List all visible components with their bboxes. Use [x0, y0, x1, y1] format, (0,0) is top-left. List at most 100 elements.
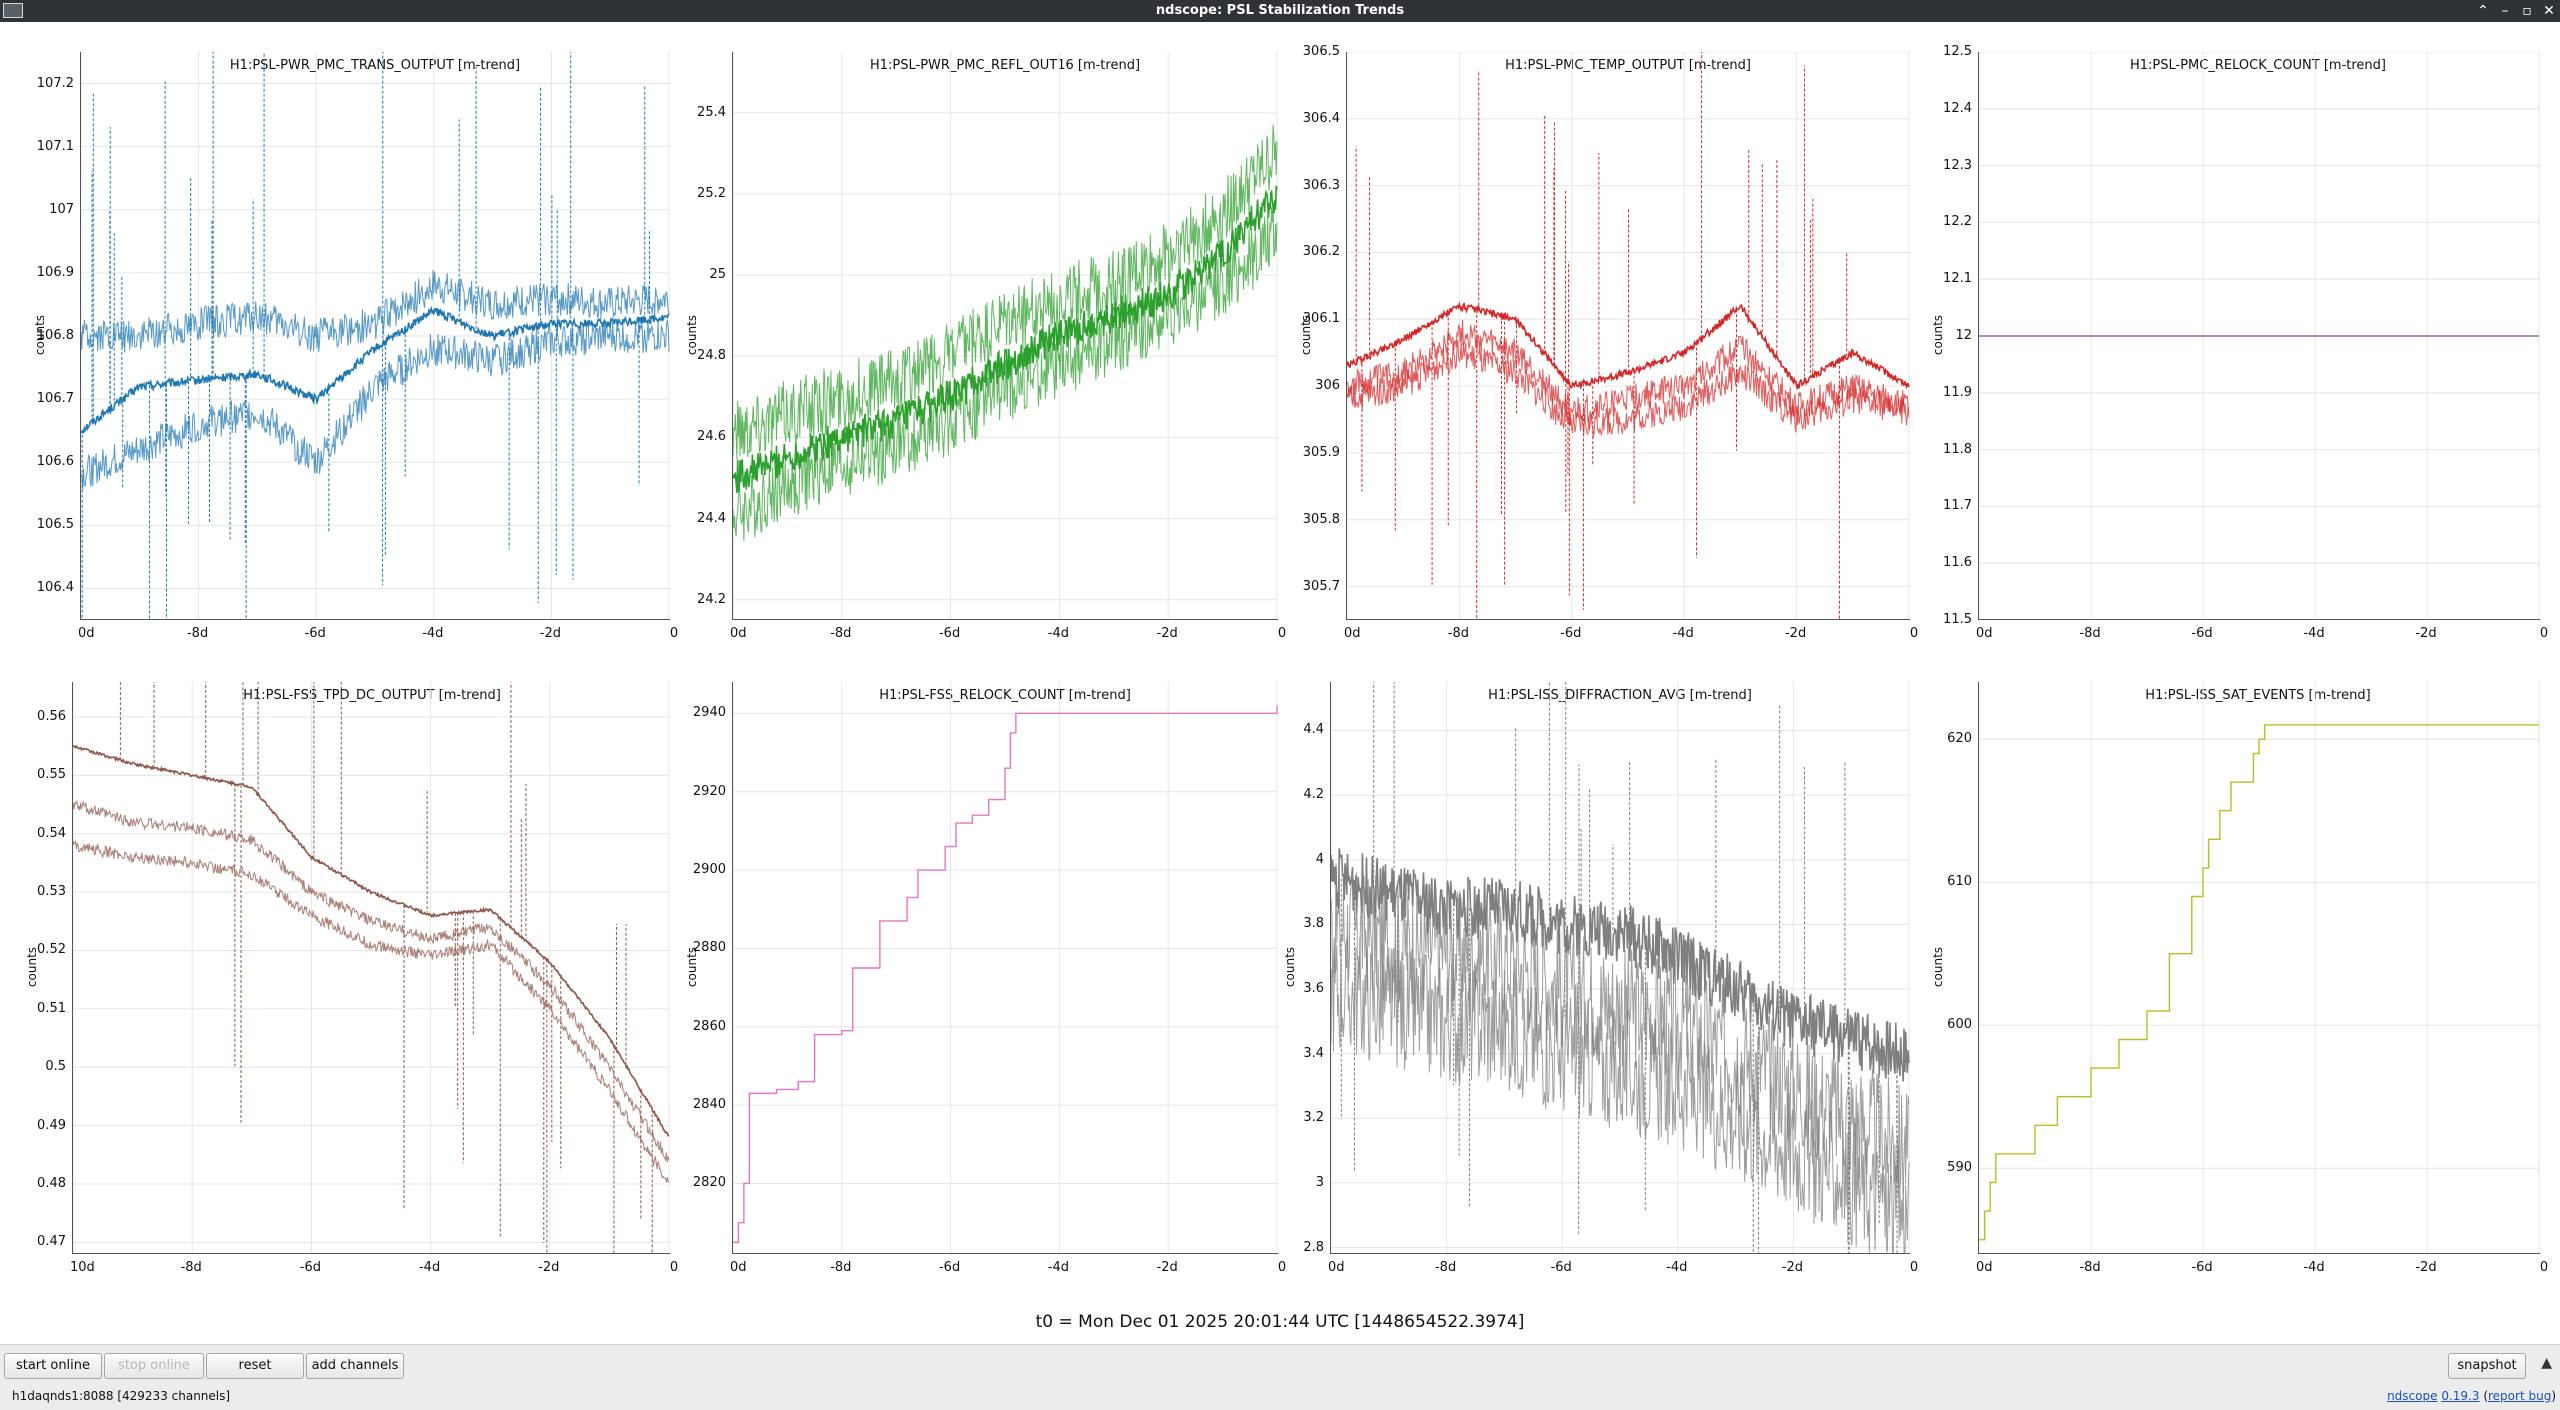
minimize-icon[interactable]: –	[2501, 3, 2509, 19]
plot-area: H1:PSL-PWR_PMC_TRANS_OUTPUT [m-trend] cou…	[0, 22, 2560, 1344]
y-tick-label: 3.6	[1303, 981, 1324, 996]
plot-frame[interactable]	[1978, 52, 2540, 620]
series-line	[1979, 724, 2539, 1241]
close-icon[interactable]: ✕	[2543, 3, 2555, 19]
x-tick-label: -8d	[2079, 626, 2101, 641]
plot-canvas[interactable]	[733, 52, 1278, 620]
y-tick-label: 0.49	[37, 1117, 66, 1133]
x-tick-label: 10d	[70, 1260, 95, 1275]
y-tick-label: 305.8	[1302, 511, 1340, 527]
y-tick-label: 107	[49, 201, 74, 217]
y-tick-label: 11.7	[1943, 498, 1972, 514]
plot-title: H1:PSL-PWR_PMC_TRANS_OUTPUT [m-trend]	[229, 58, 521, 73]
add-channels-button[interactable]: add channels	[306, 1353, 404, 1379]
y-tick-label: 0.55	[37, 767, 66, 783]
reset-button[interactable]: reset	[206, 1353, 304, 1379]
ndscope-link[interactable]: ndscope	[2387, 1389, 2438, 1403]
y-tick-label: 11.8	[1943, 441, 1972, 457]
plot-canvas[interactable]	[73, 682, 670, 1254]
y-tick-label: 590	[1947, 1160, 1972, 1176]
y-tick-label: 25.2	[697, 186, 726, 201]
start-online-button[interactable]: start online	[4, 1353, 102, 1379]
x-tick-label: 0d	[1328, 1260, 1345, 1275]
plot-title: H1:PSL-PMC_RELOCK_COUNT [m-trend]	[2130, 58, 2386, 73]
y-tick-label: 12.1	[1943, 271, 1972, 287]
series-line	[733, 124, 1278, 460]
y-tick-label: 12	[1955, 328, 1972, 343]
y-tick-label: 305.7	[1302, 578, 1340, 594]
x-tick-label: 0d	[1976, 1260, 1993, 1275]
y-tick-label: 620	[1947, 731, 1972, 747]
plot-title: H1:PSL-ISS_DIFFRACTION_AVG [m-trend]	[1488, 688, 1752, 703]
t0-label: t0 = Mon Dec 01 2025 20:01:44 UTC [14486…	[1035, 1312, 1525, 1332]
server-status: h1daqnds1:8088 [429233 channels]	[12, 1389, 231, 1403]
y-tick-label: 2880	[692, 940, 726, 956]
x-tick-label: -6d	[2191, 1260, 2213, 1275]
plot-frame[interactable]	[1978, 682, 2540, 1254]
snapshot-button[interactable]: snapshot	[2448, 1353, 2526, 1379]
maximize-icon[interactable]: ▫	[2522, 3, 2532, 19]
plot-canvas[interactable]	[1347, 52, 1910, 620]
x-tick-label: -6d	[299, 1260, 321, 1275]
chevron-up-icon[interactable]: ⌃	[2477, 3, 2489, 19]
x-tick-label: 0d	[730, 1260, 747, 1275]
x-tick-label: 0	[1277, 626, 1287, 641]
x-tick-label: -8d	[1447, 626, 1469, 641]
series-line	[73, 800, 670, 1163]
plot-title: H1:PSL-PMC_TEMP_OUTPUT [m-trend]	[1505, 58, 1751, 73]
version-link[interactable]: 0.19.3	[2441, 1389, 2480, 1403]
window-titlebar: ndscope: PSL Stabilization Trends ⌃ – ▫ …	[0, 0, 2560, 22]
y-tick-label: 106.5	[36, 517, 74, 533]
plot-canvas[interactable]	[733, 682, 1278, 1254]
x-tick-label: 0	[669, 626, 679, 641]
y-tick-label: 106.8	[36, 328, 74, 343]
plot-frame[interactable]	[80, 52, 670, 620]
x-tick-label: 0	[669, 1260, 679, 1275]
y-tick-label: 4	[1315, 851, 1324, 867]
version-info: ndscope 0.19.3 (report bug)	[2387, 1389, 2556, 1403]
y-tick-label: 306	[1315, 378, 1340, 394]
x-tick-label: -6d	[1550, 1260, 1572, 1275]
y-tick-label: 12.5	[1943, 44, 1972, 59]
y-tick-label: 24.8	[697, 348, 726, 364]
y-tick-label: 0.52	[37, 942, 66, 958]
x-tick-label: -6d	[304, 626, 326, 641]
plot-canvas[interactable]	[81, 52, 670, 620]
y-tick-label: 306.5	[1302, 44, 1340, 59]
y-tick-label: 11.5	[1943, 612, 1972, 627]
bottom-toolbar: start online stop online reset add chann…	[0, 1344, 2560, 1410]
y-tick-label: 11.6	[1943, 555, 1972, 571]
y-tick-label: 2900	[692, 862, 726, 878]
plot-title: H1:PSL-PWR_PMC_REFL_OUT16 [m-trend]	[869, 58, 1141, 73]
y-tick-label: 12.2	[1943, 214, 1972, 230]
y-tick-label: 106.6	[36, 454, 74, 470]
y-tick-label: 2920	[692, 783, 726, 799]
plot-canvas[interactable]	[1979, 52, 2540, 620]
expand-panel-icon[interactable]: ▲	[2541, 1355, 2552, 1371]
x-tick-label: -6d	[938, 626, 961, 641]
plot-frame[interactable]	[1330, 682, 1910, 1254]
x-tick-label: -8d	[830, 626, 852, 641]
plot-frame[interactable]	[1346, 52, 1910, 620]
plot-title: H1:PSL-FSS_RELOCK_COUNT [m-trend]	[879, 688, 1131, 703]
plot-frame[interactable]	[732, 682, 1278, 1254]
x-tick-label: -2d	[538, 1260, 560, 1275]
x-tick-label: -4d	[2303, 626, 2325, 641]
plot-canvas[interactable]	[1331, 682, 1910, 1254]
x-tick-label: 0	[2539, 1260, 2549, 1275]
x-tick-label: -2d	[2415, 626, 2437, 641]
y-tick-label: 2.8	[1303, 1239, 1324, 1255]
y-tick-label: 0.47	[37, 1234, 66, 1250]
y-tick-label: 0.56	[37, 709, 66, 725]
series-line	[1347, 301, 1910, 390]
plot-canvas[interactable]	[1979, 682, 2540, 1254]
report-bug-link[interactable]: report bug	[2488, 1389, 2552, 1403]
plot-frame[interactable]	[72, 682, 670, 1254]
y-tick-label: 12.3	[1943, 157, 1972, 173]
y-tick-label: 306.3	[1302, 177, 1340, 193]
y-tick-label: 0.5	[45, 1059, 66, 1075]
y-tick-label: 4.4	[1303, 722, 1324, 738]
y-tick-label: 106.7	[36, 391, 74, 407]
plot-frame[interactable]	[732, 52, 1278, 620]
x-tick-label: -8d	[180, 1260, 202, 1275]
